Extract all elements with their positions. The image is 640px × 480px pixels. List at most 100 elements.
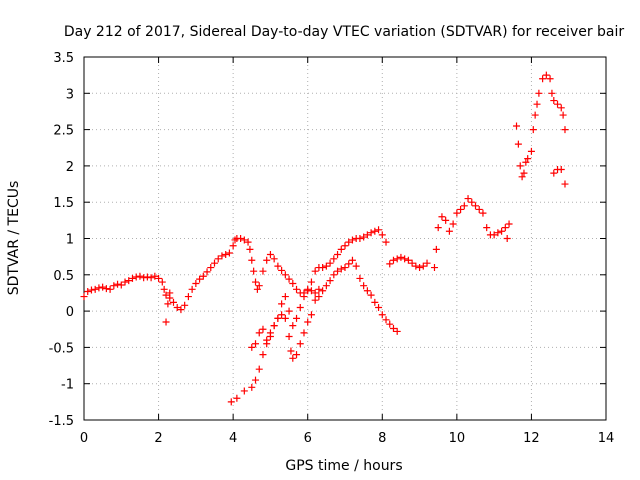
data-point	[181, 301, 189, 309]
data-point	[196, 275, 204, 283]
data-point	[438, 213, 446, 221]
data-point	[222, 250, 230, 258]
x-axis-label: GPS time / hours	[285, 458, 402, 474]
data-point	[281, 293, 289, 301]
data-point	[274, 262, 282, 270]
data-point	[121, 278, 129, 286]
data-point	[513, 122, 521, 130]
data-point	[207, 264, 215, 272]
data-point	[278, 266, 286, 274]
data-point	[514, 140, 522, 148]
data-point	[468, 198, 476, 206]
data-point	[248, 256, 256, 264]
data-point	[483, 224, 491, 232]
y-tick-label: 2	[66, 160, 74, 175]
data-point	[304, 318, 312, 326]
data-point	[166, 289, 174, 297]
y-tick-label: 2.5	[53, 124, 74, 139]
data-point	[307, 278, 315, 286]
data-point	[84, 287, 92, 295]
data-point	[367, 229, 375, 237]
data-point	[227, 398, 235, 406]
data-point	[330, 271, 338, 279]
y-axis: -1.5 -1 -0.5 0 0.5 1 1.5 2 2.5 3 3.5	[49, 51, 606, 429]
data-point	[322, 262, 330, 270]
y-tick-label: 3.5	[53, 51, 74, 66]
data-point	[337, 265, 345, 273]
data-point	[363, 287, 371, 295]
data-point	[125, 277, 133, 285]
data-point	[348, 236, 356, 244]
x-tick-label: 12	[523, 431, 540, 446]
data-point	[285, 307, 293, 315]
data-point	[255, 365, 263, 373]
data-point	[341, 242, 349, 250]
data-point	[322, 282, 330, 290]
y-axis-label: SDTVAR / TECUs	[6, 181, 22, 296]
data-point	[263, 340, 271, 348]
data-point	[539, 75, 547, 83]
data-point	[184, 293, 192, 301]
data-point	[449, 220, 457, 228]
data-point	[550, 97, 558, 105]
data-point	[453, 209, 461, 217]
data-point	[345, 260, 353, 268]
data-point	[535, 89, 543, 97]
data-point	[393, 327, 401, 335]
data-point	[378, 231, 386, 239]
data-point	[352, 262, 360, 270]
data-point	[430, 264, 438, 272]
data-point	[259, 351, 267, 359]
chart-title: Day 212 of 2017, Sidereal Day-to-day VTE…	[64, 24, 625, 40]
data-point	[527, 147, 535, 155]
data-point	[397, 253, 405, 261]
data-point	[501, 224, 509, 232]
data-point	[162, 318, 170, 326]
data-point	[348, 256, 356, 264]
data-point	[307, 287, 315, 295]
data-point	[375, 226, 383, 234]
data-point	[162, 291, 170, 299]
data-point	[95, 284, 103, 292]
y-tick-label: -1	[61, 378, 74, 393]
y-tick-label: 3	[66, 87, 74, 102]
data-point	[401, 255, 409, 263]
data-point	[554, 100, 562, 108]
data-point	[404, 256, 412, 264]
data-point	[561, 126, 569, 134]
data-point	[192, 280, 200, 288]
data-point	[259, 325, 267, 333]
x-axis: 0 2 4 6 8 10 12 14	[80, 57, 614, 446]
data-point	[516, 162, 524, 170]
data-point	[255, 282, 263, 290]
data-point	[229, 242, 237, 250]
data-point	[240, 387, 248, 395]
data-point	[311, 289, 319, 297]
data-point	[505, 220, 513, 228]
data-point	[326, 259, 334, 267]
data-point	[345, 238, 353, 246]
data-point	[287, 347, 295, 355]
x-tick-label: 0	[80, 431, 88, 446]
data-point	[132, 273, 140, 281]
data-point	[173, 303, 181, 311]
data-point	[293, 314, 301, 322]
data-point	[102, 285, 110, 293]
x-tick-label: 14	[598, 431, 615, 446]
data-point	[356, 235, 364, 242]
data-point	[188, 285, 196, 293]
data-point	[263, 256, 271, 264]
data-point	[259, 267, 267, 275]
data-point	[311, 296, 319, 304]
data-point	[252, 376, 260, 384]
data-point	[389, 325, 397, 333]
y-tick-label: 1.5	[53, 196, 74, 211]
data-point	[334, 250, 342, 258]
data-point	[106, 285, 114, 293]
data-point	[472, 202, 479, 210]
data-point	[445, 227, 453, 235]
data-point	[524, 155, 532, 163]
data-point	[87, 286, 95, 294]
data-point	[289, 322, 297, 330]
data-point	[289, 354, 297, 362]
